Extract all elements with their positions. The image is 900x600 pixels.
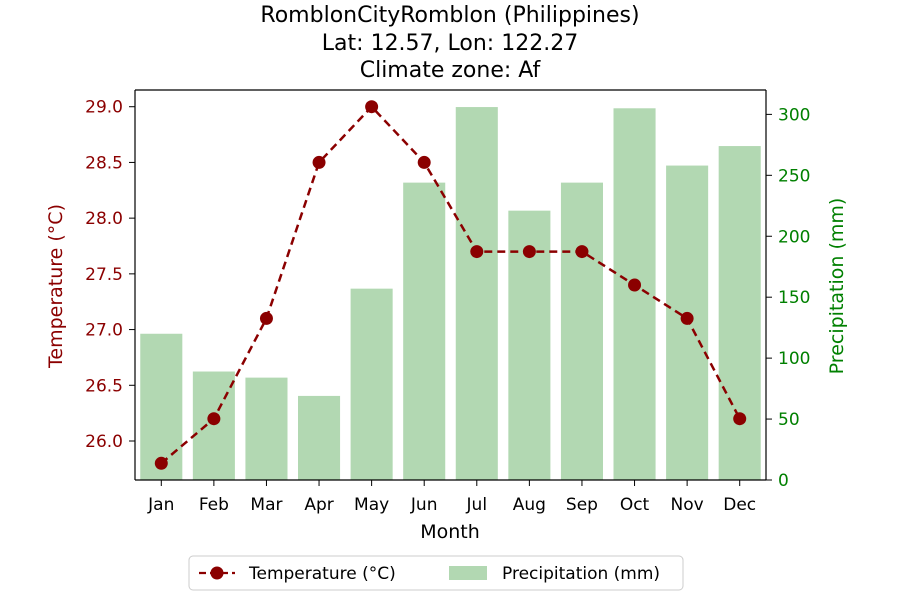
right-tick-label-50: 50 xyxy=(778,410,800,430)
temperature-point-nov xyxy=(680,311,694,325)
temperature-point-oct xyxy=(628,278,642,292)
right-tick-label-300: 300 xyxy=(778,105,810,125)
legend: Temperature (°C) Precipitation (mm) xyxy=(188,555,684,591)
precipitation-bar-sep xyxy=(560,182,603,480)
precipitation-bar-apr xyxy=(298,395,341,480)
x-tick-label-oct: Oct xyxy=(620,495,650,515)
title-line-3: Climate zone: Af xyxy=(360,58,542,83)
precipitation-bar-jun xyxy=(403,182,446,480)
precipitation-bars xyxy=(140,107,761,480)
legend-temperature-label: Temperature (°C) xyxy=(248,564,396,584)
left-tick-label-29.0: 29.0 xyxy=(85,98,123,118)
precipitation-bar-jul xyxy=(455,107,498,480)
x-tick-label-aug: Aug xyxy=(513,495,546,515)
precipitation-bar-mar xyxy=(245,377,288,480)
x-axis-label: Month xyxy=(420,521,480,543)
temperature-point-dec xyxy=(733,412,747,426)
left-tick-label-28.0: 28.0 xyxy=(85,209,123,229)
temperature-point-mar xyxy=(259,311,273,325)
temperature-point-jun xyxy=(417,155,431,169)
temperature-point-aug xyxy=(522,245,536,259)
right-tick-label-100: 100 xyxy=(778,349,810,369)
x-tick-label-may: May xyxy=(354,495,389,515)
right-tick-label-250: 250 xyxy=(778,166,810,186)
temperature-line xyxy=(154,100,747,470)
temperature-point-jan xyxy=(154,456,168,470)
precipitation-bar-feb xyxy=(192,371,235,480)
legend-box xyxy=(188,555,684,591)
temperature-point-sep xyxy=(575,245,589,259)
precipitation-bar-dec xyxy=(718,146,761,480)
axes: 26.0 26.5 27.0 27.5 28.0 28.5 29.0 0 50 100 150 200… xyxy=(85,89,810,515)
x-tick-label-mar: Mar xyxy=(250,495,282,515)
y-axis-right-label: Precipitation (mm) xyxy=(826,198,848,375)
precipitation-bar-jan xyxy=(140,333,183,480)
legend-precipitation-swatch-icon xyxy=(449,566,487,580)
temperature-point-feb xyxy=(207,412,221,426)
temperature-point-apr xyxy=(312,155,326,169)
x-tick-label-jan: Jan xyxy=(147,495,174,515)
right-tick-label-200: 200 xyxy=(778,227,810,247)
temperature-point-may xyxy=(365,100,379,114)
left-tick-label-26.5: 26.5 xyxy=(85,376,123,396)
x-tick-label-jun: Jun xyxy=(410,495,438,515)
x-tick-label-sep: Sep xyxy=(566,495,598,515)
left-tick-label-27.0: 27.0 xyxy=(85,321,123,341)
x-tick-label-dec: Dec xyxy=(723,495,756,515)
chart-title: RomblonCityRomblon (Philippines) Lat: 12… xyxy=(260,3,639,83)
precipitation-bar-may xyxy=(350,288,393,480)
left-tick-label-28.5: 28.5 xyxy=(85,153,123,173)
x-tick-label-jul: Jul xyxy=(466,495,488,515)
right-tick-label-150: 150 xyxy=(778,288,810,308)
x-tick-label-feb: Feb xyxy=(199,495,229,515)
legend-temperature-marker-icon xyxy=(210,566,224,580)
x-tick-label-apr: Apr xyxy=(304,495,333,515)
title-line-1: RomblonCityRomblon (Philippines) xyxy=(260,3,639,28)
left-tick-label-26.0: 26.0 xyxy=(85,432,123,452)
temperature-point-jul xyxy=(470,245,484,259)
temperature-series-line xyxy=(160,104,741,465)
precipitation-bar-oct xyxy=(613,108,656,480)
y-axis-left-label: Temperature (°C) xyxy=(45,204,67,369)
x-tick-label-nov: Nov xyxy=(671,495,704,515)
right-tick-label-0: 0 xyxy=(778,471,789,491)
title-line-2: Lat: 12.57, Lon: 122.27 xyxy=(322,31,578,56)
left-tick-label-27.5: 27.5 xyxy=(85,265,123,285)
legend-precipitation-label: Precipitation (mm) xyxy=(502,564,660,584)
